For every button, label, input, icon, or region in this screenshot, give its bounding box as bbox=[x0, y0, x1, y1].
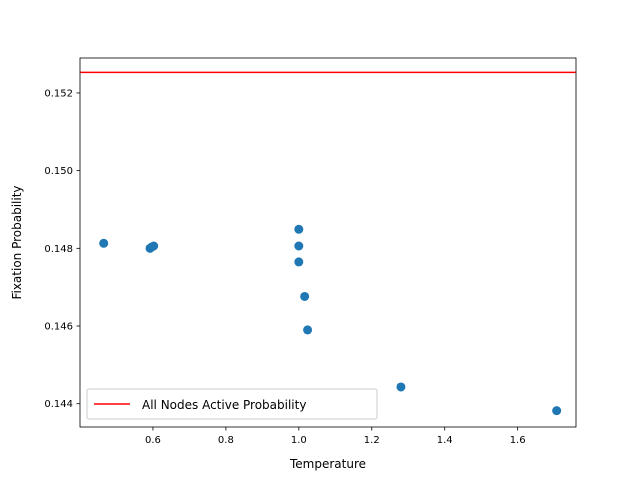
legend-label: All Nodes Active Probability bbox=[142, 398, 306, 412]
data-point-8 bbox=[303, 325, 313, 335]
plot-area bbox=[80, 58, 576, 427]
x-tick-label: 1.4 bbox=[437, 435, 453, 446]
data-point-6 bbox=[294, 257, 304, 267]
x-tick-label: 0.6 bbox=[145, 435, 161, 446]
data-point-10 bbox=[552, 406, 562, 416]
plot-background bbox=[80, 58, 576, 427]
legend: All Nodes Active Probability bbox=[86, 388, 378, 420]
y-tick-label: 0.152 bbox=[44, 88, 73, 99]
data-point-4 bbox=[294, 224, 304, 234]
y-tick-label: 0.148 bbox=[44, 244, 73, 255]
y-axis-label: Fixation Probability bbox=[10, 185, 24, 299]
data-point-0 bbox=[99, 238, 109, 248]
data-point-3 bbox=[149, 241, 159, 251]
x-axis-label: Temperature bbox=[289, 457, 366, 471]
x-tick-label: 1.2 bbox=[364, 435, 380, 446]
legend-box bbox=[86, 388, 378, 420]
x-tick-label: 1.0 bbox=[291, 435, 307, 446]
data-point-7 bbox=[300, 291, 310, 301]
data-point-5 bbox=[294, 241, 304, 251]
y-tick-label: 0.146 bbox=[44, 322, 73, 333]
y-tick-label: 0.150 bbox=[44, 166, 73, 177]
x-tick-label: 1.6 bbox=[510, 435, 526, 446]
x-tick-label: 0.8 bbox=[218, 435, 234, 446]
axes: 0.6 0.8 1.0 1.2 1.4 1.6 0.144 0.146 0.148 0.150 0.… bbox=[44, 57, 577, 446]
y-tick-label: 0.144 bbox=[44, 399, 73, 410]
axes-frame bbox=[79, 57, 577, 428]
data-point-9 bbox=[396, 382, 406, 392]
